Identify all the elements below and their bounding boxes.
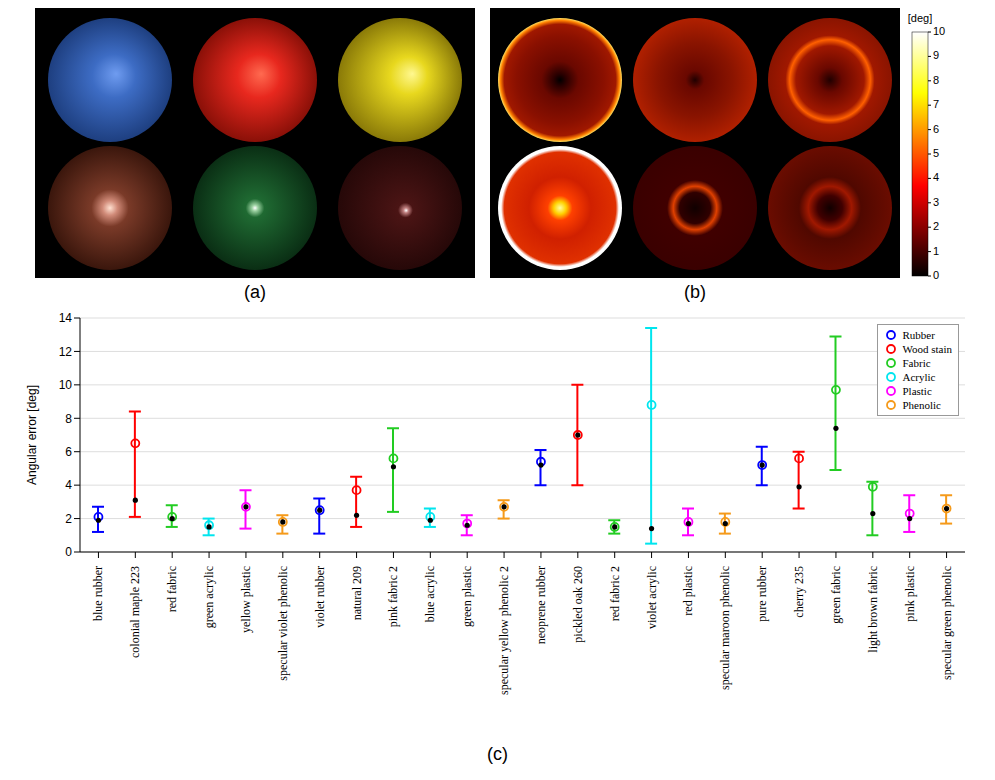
svg-text:red fabric 2: red fabric 2 <box>608 566 622 621</box>
svg-text:10: 10 <box>59 378 73 392</box>
svg-text:3: 3 <box>933 196 939 208</box>
svg-text:colonial maple 223: colonial maple 223 <box>128 566 142 658</box>
svg-text:pure rubber: pure rubber <box>755 566 769 622</box>
html-text:Wood stain: Wood stain <box>902 343 952 355</box>
svg-text:specular green phenolic: specular green phenolic <box>940 566 954 680</box>
svg-text:14: 14 <box>59 311 73 325</box>
html-text:Phenolic: Phenolic <box>902 399 941 411</box>
svg-text:7: 7 <box>933 98 939 110</box>
svg-text:12: 12 <box>59 345 73 359</box>
html-text:(a): (a) <box>244 282 266 302</box>
svg-text:cherry 235: cherry 235 <box>792 566 806 618</box>
svg-text:light brown fabric: light brown fabric <box>866 566 880 653</box>
svg-text:specular maroon phenolic: specular maroon phenolic <box>718 566 732 690</box>
svg-text:green acrylic: green acrylic <box>202 566 216 628</box>
svg-text:0: 0 <box>933 269 939 281</box>
svg-text:red plastic: red plastic <box>681 566 695 616</box>
svg-text:Angular error [deg]: Angular error [deg] <box>25 385 39 485</box>
html-text:Fabric: Fabric <box>902 357 931 369</box>
svg-text:8: 8 <box>65 412 72 426</box>
html-text:(b): (b) <box>684 282 706 302</box>
html-text:(c): (c) <box>487 744 508 764</box>
svg-text:green plastic: green plastic <box>460 566 474 627</box>
svg-text:2: 2 <box>933 220 939 232</box>
html-text:Plastic: Plastic <box>902 385 932 397</box>
svg-text:6: 6 <box>65 445 72 459</box>
svg-text:pink plastic: pink plastic <box>903 566 917 622</box>
svg-text:8: 8 <box>933 74 939 86</box>
svg-text:specular yellow phenolic 2: specular yellow phenolic 2 <box>497 566 511 695</box>
svg-text:specular violet phenolic: specular violet phenolic <box>276 566 290 681</box>
svg-text:natural 209: natural 209 <box>350 566 364 620</box>
svg-text:red fabric: red fabric <box>165 566 179 612</box>
svg-text:9: 9 <box>933 49 939 61</box>
svg-text:4: 4 <box>933 171 939 183</box>
html-text:Acrylic: Acrylic <box>902 371 936 383</box>
svg-text:[deg]: [deg] <box>908 12 932 24</box>
svg-text:5: 5 <box>933 147 939 159</box>
svg-text:4: 4 <box>65 478 72 492</box>
svg-text:yellow plastic: yellow plastic <box>239 566 253 633</box>
svg-text:1: 1 <box>933 245 939 257</box>
svg-text:blue rubber: blue rubber <box>91 566 105 621</box>
svg-text:6: 6 <box>933 123 939 135</box>
svg-text:violet rubber: violet rubber <box>313 566 327 628</box>
svg-text:0: 0 <box>65 545 72 559</box>
svg-text:pickled oak 260: pickled oak 260 <box>571 566 585 643</box>
svg-text:2: 2 <box>65 512 72 526</box>
svg-text:pink fabric 2: pink fabric 2 <box>386 566 400 627</box>
svg-text:green fabric: green fabric <box>829 566 843 624</box>
svg-text:neoprene rubber: neoprene rubber <box>534 566 548 644</box>
svg-text:blue acrylic: blue acrylic <box>423 566 437 622</box>
svg-text:10: 10 <box>933 25 945 37</box>
html-text:Rubber: Rubber <box>902 329 935 341</box>
svg-text:violet acrylic: violet acrylic <box>645 566 659 629</box>
